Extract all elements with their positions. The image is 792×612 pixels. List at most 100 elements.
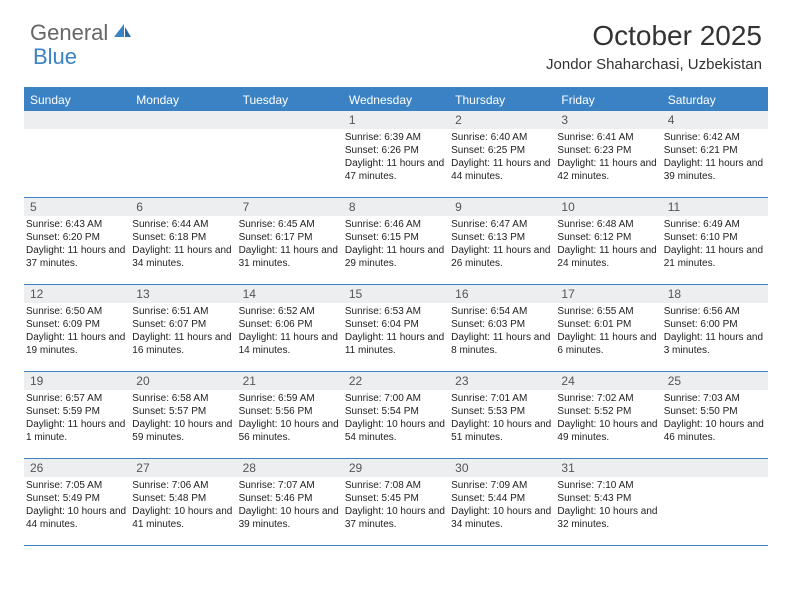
day-31: 31Sunrise: 7:10 AMSunset: 5:43 PMDayligh… <box>555 459 661 545</box>
day-number: 29 <box>343 459 449 477</box>
daylight-text: Daylight: 10 hours and 49 minutes. <box>557 418 657 444</box>
day-number: 23 <box>449 372 555 390</box>
sunrise-text: Sunrise: 6:52 AM <box>239 305 339 318</box>
daylight-text: Daylight: 10 hours and 59 minutes. <box>132 418 232 444</box>
day-number: 20 <box>130 372 236 390</box>
day-details: Sunrise: 6:52 AMSunset: 6:06 PMDaylight:… <box>237 303 343 359</box>
day-number: 8 <box>343 198 449 216</box>
day-26: 26Sunrise: 7:05 AMSunset: 5:49 PMDayligh… <box>24 459 130 545</box>
sunrise-text: Sunrise: 6:44 AM <box>132 218 232 231</box>
day-13: 13Sunrise: 6:51 AMSunset: 6:07 PMDayligh… <box>130 285 236 371</box>
sunset-text: Sunset: 5:54 PM <box>345 405 445 418</box>
day-number: 18 <box>662 285 768 303</box>
sunset-text: Sunset: 6:01 PM <box>557 318 657 331</box>
day-number: 7 <box>237 198 343 216</box>
day-23: 23Sunrise: 7:01 AMSunset: 5:53 PMDayligh… <box>449 372 555 458</box>
sunrise-text: Sunrise: 7:07 AM <box>239 479 339 492</box>
daylight-text: Daylight: 11 hours and 3 minutes. <box>664 331 764 357</box>
dow-monday: Monday <box>130 89 236 111</box>
sunset-text: Sunset: 6:18 PM <box>132 231 232 244</box>
daylight-text: Daylight: 10 hours and 56 minutes. <box>239 418 339 444</box>
day-number: 15 <box>343 285 449 303</box>
sunset-text: Sunset: 5:57 PM <box>132 405 232 418</box>
sunrise-text: Sunrise: 7:10 AM <box>557 479 657 492</box>
sunrise-text: Sunrise: 6:42 AM <box>664 131 764 144</box>
dow-tuesday: Tuesday <box>237 89 343 111</box>
day-number: 5 <box>24 198 130 216</box>
sunset-text: Sunset: 6:23 PM <box>557 144 657 157</box>
day-17: 17Sunrise: 6:55 AMSunset: 6:01 PMDayligh… <box>555 285 661 371</box>
day-7: 7Sunrise: 6:45 AMSunset: 6:17 PMDaylight… <box>237 198 343 284</box>
day-number: 24 <box>555 372 661 390</box>
logo-sail-icon <box>112 20 132 46</box>
sunrise-text: Sunrise: 6:54 AM <box>451 305 551 318</box>
day-number <box>662 459 768 477</box>
day-6: 6Sunrise: 6:44 AMSunset: 6:18 PMDaylight… <box>130 198 236 284</box>
daylight-text: Daylight: 11 hours and 24 minutes. <box>557 244 657 270</box>
sunset-text: Sunset: 6:21 PM <box>664 144 764 157</box>
day-details: Sunrise: 6:56 AMSunset: 6:00 PMDaylight:… <box>662 303 768 359</box>
sunrise-text: Sunrise: 7:06 AM <box>132 479 232 492</box>
day-details: Sunrise: 7:08 AMSunset: 5:45 PMDaylight:… <box>343 477 449 533</box>
day-details: Sunrise: 7:06 AMSunset: 5:48 PMDaylight:… <box>130 477 236 533</box>
day-21: 21Sunrise: 6:59 AMSunset: 5:56 PMDayligh… <box>237 372 343 458</box>
daylight-text: Daylight: 11 hours and 8 minutes. <box>451 331 551 357</box>
day-number: 2 <box>449 111 555 129</box>
week-row: 12Sunrise: 6:50 AMSunset: 6:09 PMDayligh… <box>24 285 768 372</box>
day-19: 19Sunrise: 6:57 AMSunset: 5:59 PMDayligh… <box>24 372 130 458</box>
sunset-text: Sunset: 5:56 PM <box>239 405 339 418</box>
sunset-text: Sunset: 6:17 PM <box>239 231 339 244</box>
week-row: 5Sunrise: 6:43 AMSunset: 6:20 PMDaylight… <box>24 198 768 285</box>
sunset-text: Sunset: 6:04 PM <box>345 318 445 331</box>
day-details: Sunrise: 7:03 AMSunset: 5:50 PMDaylight:… <box>662 390 768 446</box>
sunset-text: Sunset: 6:10 PM <box>664 231 764 244</box>
dow-friday: Friday <box>555 89 661 111</box>
week-row: 1Sunrise: 6:39 AMSunset: 6:26 PMDaylight… <box>24 111 768 198</box>
day-1: 1Sunrise: 6:39 AMSunset: 6:26 PMDaylight… <box>343 111 449 197</box>
dow-wednesday: Wednesday <box>343 89 449 111</box>
day-number: 26 <box>24 459 130 477</box>
day-20: 20Sunrise: 6:58 AMSunset: 5:57 PMDayligh… <box>130 372 236 458</box>
day-number: 21 <box>237 372 343 390</box>
sunset-text: Sunset: 6:06 PM <box>239 318 339 331</box>
sunrise-text: Sunrise: 6:51 AM <box>132 305 232 318</box>
day-empty <box>662 459 768 545</box>
sunrise-text: Sunrise: 7:02 AM <box>557 392 657 405</box>
day-details: Sunrise: 7:07 AMSunset: 5:46 PMDaylight:… <box>237 477 343 533</box>
logo: General <box>30 20 132 46</box>
sunset-text: Sunset: 5:50 PM <box>664 405 764 418</box>
day-details: Sunrise: 6:40 AMSunset: 6:25 PMDaylight:… <box>449 129 555 185</box>
day-30: 30Sunrise: 7:09 AMSunset: 5:44 PMDayligh… <box>449 459 555 545</box>
day-22: 22Sunrise: 7:00 AMSunset: 5:54 PMDayligh… <box>343 372 449 458</box>
dow-thursday: Thursday <box>449 89 555 111</box>
sunrise-text: Sunrise: 6:47 AM <box>451 218 551 231</box>
day-number: 4 <box>662 111 768 129</box>
day-number: 3 <box>555 111 661 129</box>
day-number <box>130 111 236 129</box>
sunrise-text: Sunrise: 6:53 AM <box>345 305 445 318</box>
day-16: 16Sunrise: 6:54 AMSunset: 6:03 PMDayligh… <box>449 285 555 371</box>
sunrise-text: Sunrise: 6:46 AM <box>345 218 445 231</box>
day-number: 12 <box>24 285 130 303</box>
day-number <box>237 111 343 129</box>
day-number: 16 <box>449 285 555 303</box>
sunset-text: Sunset: 6:03 PM <box>451 318 551 331</box>
day-details: Sunrise: 7:05 AMSunset: 5:49 PMDaylight:… <box>24 477 130 533</box>
day-details: Sunrise: 6:51 AMSunset: 6:07 PMDaylight:… <box>130 303 236 359</box>
sunset-text: Sunset: 5:53 PM <box>451 405 551 418</box>
day-number: 11 <box>662 198 768 216</box>
sunset-text: Sunset: 6:07 PM <box>132 318 232 331</box>
dow-row: SundayMondayTuesdayWednesdayThursdayFrid… <box>24 89 768 111</box>
day-details: Sunrise: 6:39 AMSunset: 6:26 PMDaylight:… <box>343 129 449 185</box>
day-details: Sunrise: 6:58 AMSunset: 5:57 PMDaylight:… <box>130 390 236 446</box>
day-18: 18Sunrise: 6:56 AMSunset: 6:00 PMDayligh… <box>662 285 768 371</box>
day-empty <box>237 111 343 197</box>
day-number: 22 <box>343 372 449 390</box>
day-number: 19 <box>24 372 130 390</box>
daylight-text: Daylight: 10 hours and 44 minutes. <box>26 505 126 531</box>
sunset-text: Sunset: 5:43 PM <box>557 492 657 505</box>
day-details: Sunrise: 6:45 AMSunset: 6:17 PMDaylight:… <box>237 216 343 272</box>
sunrise-text: Sunrise: 6:50 AM <box>26 305 126 318</box>
header: General October 2025 Jondor Shaharchasi,… <box>0 0 792 81</box>
day-details: Sunrise: 6:54 AMSunset: 6:03 PMDaylight:… <box>449 303 555 359</box>
